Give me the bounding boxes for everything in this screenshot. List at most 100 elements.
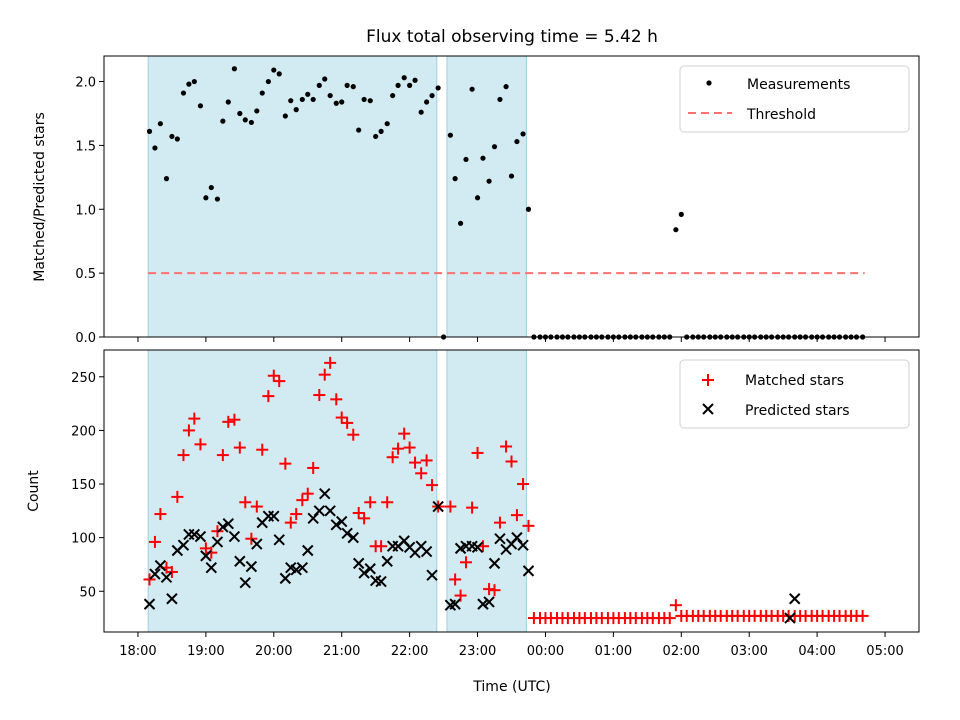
predicted-star-point (149, 568, 161, 580)
matched-star-point (262, 390, 275, 403)
measurement-point (350, 84, 356, 90)
predicted-star-point (477, 598, 489, 610)
measurement-point (339, 99, 345, 105)
measurement-point (384, 121, 390, 127)
matched-star-point (324, 356, 337, 369)
matched-star-point (364, 496, 377, 509)
top-legend-box (679, 65, 910, 133)
x-tick-label: 18:00 (119, 644, 156, 659)
matched-stars-points (143, 356, 869, 625)
matched-star-point (493, 516, 506, 529)
measurement-point (259, 90, 265, 96)
matched-star-point (267, 369, 280, 382)
y-tick-label: 2.0 (75, 76, 96, 91)
legend-predicted-stars: Predicted stars (745, 403, 850, 419)
predicted-star-point (471, 541, 484, 553)
measurement-point (378, 128, 384, 134)
predicted-star-point (222, 517, 234, 530)
matched-legend-marker (702, 374, 714, 386)
predicted-star-point (239, 576, 251, 589)
matched-star-point (188, 412, 201, 425)
measurement-point (497, 96, 503, 103)
predicted-star-point (143, 598, 156, 610)
predicted-star-point (268, 510, 280, 522)
y-tick-label: 150 (71, 478, 96, 493)
predicted-star-point (336, 515, 348, 528)
matched-star-point (205, 546, 218, 559)
matched-star-point (330, 393, 343, 406)
predicted-star-point (302, 544, 314, 557)
predicted-star-point (177, 539, 190, 551)
matched-star-point (483, 583, 496, 596)
measurement-point (356, 127, 362, 133)
matched-star-point (273, 375, 286, 388)
matched-star-point (233, 441, 246, 454)
predicted-star-point (347, 531, 359, 544)
matched-star-point (245, 532, 258, 545)
matched-star-point (449, 573, 462, 586)
measurement-point (282, 113, 288, 119)
measurement-point (237, 110, 243, 117)
predicted-star-point (160, 571, 173, 584)
predicted-star-point (449, 598, 461, 610)
matched-star-point (347, 428, 360, 441)
bottom-legend: Matched stars Predicted stars (679, 359, 910, 429)
chart-title: Flux total observing time = 5.42 h (366, 27, 658, 47)
predicted-star-point (228, 530, 241, 543)
matched-star-point (663, 612, 676, 625)
measurement-point (435, 85, 441, 91)
measurement-point (293, 107, 299, 113)
predicted-star-point (784, 612, 796, 624)
legend-matched-stars: Matched stars (745, 373, 844, 389)
matched-star-point (290, 508, 303, 521)
measurement-point (508, 173, 515, 179)
measurement-point (407, 82, 413, 88)
bottom-panel: 50 100 150 200 250 18:00 19:00 20:00 21:00 22:00… (26, 349, 920, 695)
matched-star-point (143, 573, 156, 586)
predicted-star-point (352, 557, 365, 570)
measurement-point (174, 136, 180, 142)
predicted-star-point (273, 534, 285, 546)
matched-star-point (182, 424, 195, 437)
measurement-point (305, 91, 311, 97)
shaded-span-1 (446, 55, 527, 338)
measurement-point (197, 103, 204, 109)
matched-star-point (318, 368, 331, 381)
bottom-shaded-regions (147, 349, 527, 633)
matched-star-point (466, 501, 479, 514)
matched-star-point (256, 443, 269, 456)
measurement-point (503, 84, 509, 90)
measurement-point (316, 82, 322, 88)
measurement-point (525, 206, 532, 212)
matched-star-point (415, 467, 428, 480)
measurement-point (310, 96, 316, 103)
shaded-span-0 (147, 55, 438, 338)
matched-star-point (154, 508, 167, 521)
matched-star-point (381, 496, 394, 509)
top-shaded-regions (147, 55, 527, 338)
x-tick-label: 22:00 (391, 644, 428, 659)
matched-star-point (335, 411, 348, 424)
matched-star-point (471, 446, 484, 459)
bottom-legend-box (679, 359, 910, 429)
predicted-legend-marker (702, 403, 714, 415)
measurement-point (457, 220, 464, 226)
predicted-star-point (483, 596, 495, 608)
measurement-point (491, 144, 498, 150)
measurement-point (169, 133, 175, 140)
predicted-star-point (166, 593, 178, 605)
y-tick-label: 250 (71, 371, 96, 386)
predicted-star-point (319, 487, 331, 500)
predicted-star-point (296, 561, 309, 574)
matched-star-point (375, 540, 388, 553)
measurement-point (203, 195, 209, 201)
x-tick-label: 02:00 (663, 644, 700, 659)
measurement-point (265, 78, 271, 85)
measurement-point (254, 108, 260, 114)
predicted-star-point (522, 565, 535, 577)
measurement-point (225, 99, 231, 105)
matched-star-point (403, 441, 416, 454)
y-tick-label: 200 (71, 424, 96, 439)
measurement-point (271, 67, 277, 73)
predicted-star-point (200, 550, 212, 562)
